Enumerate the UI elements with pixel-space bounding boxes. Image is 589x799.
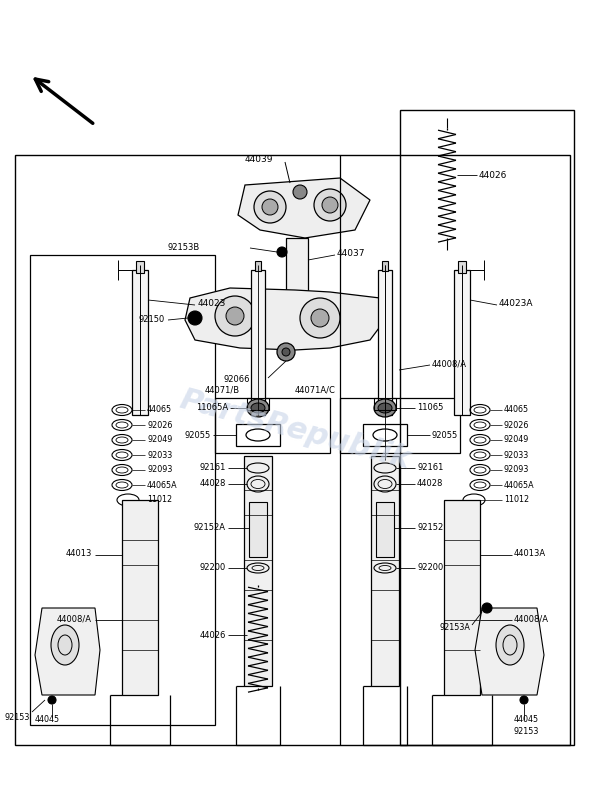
Circle shape	[311, 309, 329, 327]
Bar	[340, 398, 460, 453]
Text: 44065A: 44065A	[147, 480, 178, 490]
Text: 11065: 11065	[417, 403, 444, 412]
Circle shape	[226, 307, 244, 325]
Bar	[247, 398, 269, 410]
Circle shape	[520, 696, 528, 704]
Text: 92153: 92153	[514, 728, 540, 737]
Text: 44065A: 44065A	[504, 480, 535, 490]
Text: 44013A: 44013A	[514, 550, 546, 559]
Bar	[236, 424, 280, 446]
Bar	[132, 270, 148, 415]
Bar	[444, 500, 480, 695]
Text: 44023: 44023	[198, 300, 226, 308]
Bar	[15, 155, 570, 745]
Bar	[255, 261, 261, 271]
Text: 92049: 92049	[147, 435, 173, 444]
Text: 44026: 44026	[200, 630, 226, 639]
Text: 11065A: 11065A	[196, 403, 228, 412]
Text: 44008/A: 44008/A	[432, 360, 467, 368]
Text: 92026: 92026	[147, 420, 173, 430]
Ellipse shape	[496, 625, 524, 665]
Text: 44065: 44065	[147, 406, 172, 415]
Ellipse shape	[247, 399, 269, 417]
Text: 44045: 44045	[35, 715, 60, 725]
Text: 44013: 44013	[65, 550, 92, 559]
Bar	[400, 110, 574, 745]
Bar	[136, 261, 144, 273]
Text: 44039: 44039	[245, 156, 273, 165]
Text: 44028: 44028	[417, 479, 444, 488]
Text: 92150: 92150	[139, 316, 165, 324]
Circle shape	[254, 191, 286, 223]
Text: 44023A: 44023A	[499, 300, 534, 308]
Text: 92093: 92093	[504, 466, 530, 475]
Text: 44026: 44026	[479, 170, 507, 180]
Text: 92093: 92093	[147, 466, 173, 475]
Bar	[215, 398, 330, 453]
Circle shape	[282, 348, 290, 356]
Text: 44028: 44028	[200, 479, 226, 488]
Bar	[249, 502, 267, 557]
Text: 92033: 92033	[147, 451, 172, 459]
Circle shape	[300, 298, 340, 338]
Ellipse shape	[374, 399, 396, 417]
Polygon shape	[238, 178, 370, 238]
Text: 92055: 92055	[432, 431, 458, 439]
Text: 11012: 11012	[147, 495, 172, 504]
Bar	[363, 424, 407, 446]
Circle shape	[482, 603, 492, 613]
Text: 92026: 92026	[504, 420, 530, 430]
Ellipse shape	[251, 403, 265, 413]
Bar	[454, 270, 470, 415]
Text: 92161: 92161	[417, 463, 444, 472]
Ellipse shape	[51, 625, 79, 665]
Bar	[376, 502, 394, 557]
Text: 92153A: 92153A	[439, 623, 470, 633]
Circle shape	[188, 311, 202, 325]
Text: 44008/A: 44008/A	[57, 614, 92, 623]
Text: 11012: 11012	[504, 495, 529, 504]
Text: 44008/A: 44008/A	[514, 614, 549, 623]
Text: 44065: 44065	[504, 406, 529, 415]
Text: 92161: 92161	[200, 463, 226, 472]
Circle shape	[314, 189, 346, 221]
Text: 44045: 44045	[514, 715, 539, 725]
Bar	[374, 398, 396, 410]
Text: 92055: 92055	[185, 431, 211, 439]
Circle shape	[322, 197, 338, 213]
Text: 92152: 92152	[417, 523, 444, 532]
Text: 92200: 92200	[417, 563, 444, 573]
Polygon shape	[185, 288, 385, 350]
Ellipse shape	[378, 403, 392, 413]
Text: 92152A: 92152A	[194, 523, 226, 532]
Text: 92200: 92200	[200, 563, 226, 573]
Text: 44071A/C: 44071A/C	[295, 385, 336, 395]
Text: 92066: 92066	[224, 376, 250, 384]
Text: 44037: 44037	[337, 249, 366, 259]
Bar	[378, 270, 392, 415]
Circle shape	[277, 247, 287, 257]
Bar	[122, 500, 158, 695]
Text: 44071/B: 44071/B	[205, 385, 240, 395]
Bar	[382, 261, 388, 271]
Bar	[30, 255, 215, 725]
Circle shape	[48, 696, 56, 704]
Polygon shape	[475, 608, 544, 695]
Bar	[371, 456, 399, 686]
Circle shape	[293, 185, 307, 199]
Bar	[244, 456, 272, 686]
Bar	[251, 270, 265, 415]
Circle shape	[262, 199, 278, 215]
Text: PartsRepublik: PartsRepublik	[176, 385, 413, 475]
Polygon shape	[35, 608, 100, 695]
Text: 92033: 92033	[504, 451, 530, 459]
Circle shape	[277, 343, 295, 361]
Bar	[458, 261, 466, 273]
Text: 92153B: 92153B	[168, 243, 200, 252]
Circle shape	[215, 296, 255, 336]
Text: 92049: 92049	[504, 435, 530, 444]
Bar	[286, 238, 308, 298]
Text: 92153: 92153	[5, 714, 30, 722]
